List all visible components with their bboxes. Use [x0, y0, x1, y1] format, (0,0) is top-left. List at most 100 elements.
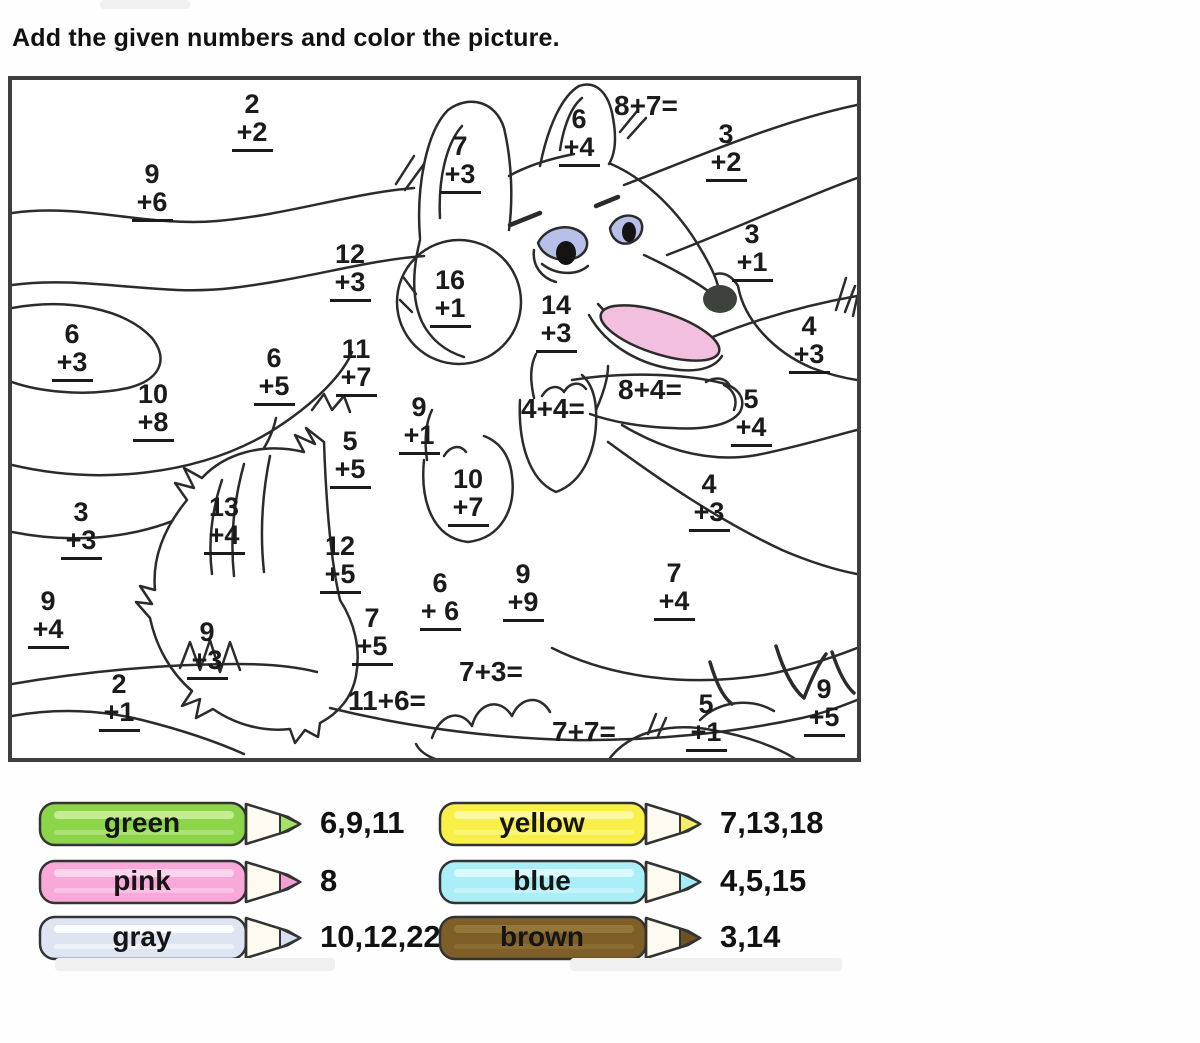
addend-bottom: +3 — [444, 159, 476, 189]
addend-top: 7 — [666, 558, 682, 588]
math-problem-stacked: 6 +4 — [551, 105, 607, 167]
answer-line — [132, 439, 174, 442]
answer-line — [788, 371, 830, 374]
hill-line — [665, 176, 857, 257]
grass-blade — [834, 276, 857, 318]
math-problem-stacked: 4 +3 — [681, 470, 737, 532]
answer-line — [60, 557, 102, 560]
math-problem-inline: 7+7= — [552, 716, 616, 747]
tail-fur — [260, 454, 272, 574]
addend-bottom: +4 — [658, 586, 690, 616]
addend-top: 9 — [144, 159, 160, 189]
addend-top: 4 — [701, 469, 717, 499]
addend-top: 5 — [743, 384, 759, 414]
answer-line — [535, 350, 577, 353]
hill-line — [622, 103, 857, 187]
addend-bottom: +2 — [710, 147, 742, 177]
scan-artifact — [570, 958, 842, 971]
math-problem-stacked: 13 +4 — [196, 493, 252, 555]
math-problem-inline: 8+7= — [614, 90, 678, 121]
math-problem-stacked: 5 +1 — [678, 690, 734, 752]
addend-top: 12 — [334, 239, 366, 269]
tail-fur — [231, 462, 246, 578]
math-problem-stacked: 10 +8 — [125, 380, 181, 442]
muzzle-line — [642, 253, 710, 293]
math-problem-stacked: 3 +1 — [724, 220, 780, 282]
ground-mound — [608, 726, 796, 758]
addend-bottom: +4 — [208, 520, 240, 550]
leg-line — [424, 408, 434, 462]
addend-top: 5 — [342, 426, 358, 456]
addend-top: 9 — [40, 586, 56, 616]
addend-top: 5 — [698, 689, 714, 719]
right-pupil — [622, 222, 636, 242]
addend-top: 9 — [515, 559, 531, 589]
addend-top: 9 — [816, 674, 832, 704]
answer-line — [502, 619, 544, 622]
addend-top: 13 — [208, 492, 240, 522]
ground-line — [12, 662, 319, 686]
coloring-picture-frame: 2 +2 9 +6 12 +3 7 +3 6 +4 3 +2 3 +1 16 +1 14 +3 4 +3 5 +4 4 +3 6… — [8, 76, 861, 762]
scan-artifact — [55, 958, 335, 971]
answer-line — [447, 524, 489, 527]
addend-top: 9 — [411, 392, 427, 422]
math-problem-stacked: 2 +2 — [224, 90, 280, 152]
answer-line — [186, 677, 228, 680]
addend-top: 6 — [64, 319, 80, 349]
answer-line — [705, 179, 747, 182]
math-problem-stacked: 14 +3 — [528, 291, 584, 353]
answer-line — [231, 149, 273, 152]
addend-bottom: +6 — [136, 187, 168, 217]
addend-bottom: +1 — [736, 247, 768, 277]
addend-top: 2 — [244, 89, 260, 119]
fox-jaw — [587, 313, 724, 372]
left-brow — [507, 210, 543, 228]
math-problem-stacked: 7 +4 — [646, 559, 702, 621]
math-problem-stacked: 9 +3 — [179, 618, 235, 680]
ground-mound — [12, 709, 246, 756]
hind-paw — [414, 742, 437, 758]
math-problem-stacked: 11 +7 — [328, 335, 384, 397]
answer-line — [731, 279, 773, 282]
addend-bottom: +1 — [434, 293, 466, 323]
addend-bottom: +3 — [540, 318, 572, 348]
answer-line — [203, 552, 245, 555]
answer-line — [419, 628, 461, 631]
math-problem-stacked: 7 +5 — [344, 604, 400, 666]
problems-layer: 2 +2 9 +6 12 +3 7 +3 6 +4 3 +2 3 +1 16 +1 14 +3 4 +3 5 +4 4 +3 6… — [4, 4, 1200, 1043]
answer-line — [329, 299, 371, 302]
fox-tongue — [599, 304, 721, 362]
addend-bottom: +3 — [191, 645, 223, 675]
addend-bottom: +7 — [340, 362, 372, 392]
addend-bottom: +3 — [793, 339, 825, 369]
back-fur — [310, 392, 352, 414]
addend-top: 6 — [266, 343, 282, 373]
addend-bottom: +5 — [258, 371, 290, 401]
answer-line — [558, 164, 600, 167]
fur-flick — [618, 108, 648, 140]
addend-bottom: +1 — [690, 717, 722, 747]
fox-face-right — [609, 162, 721, 296]
fox-line-art — [12, 83, 857, 758]
addend-top: 4 — [801, 311, 817, 341]
answer-line — [51, 379, 93, 382]
addend-top: 6 — [571, 104, 587, 134]
math-problem-stacked: 2 +1 — [91, 670, 147, 732]
addend-bottom: +1 — [403, 420, 435, 450]
answer-line — [429, 325, 471, 328]
scan-artifact — [100, 0, 190, 9]
math-problem-stacked: 6 +5 — [246, 344, 302, 406]
math-problem-stacked: 12 +5 — [312, 532, 368, 594]
answer-line — [335, 394, 377, 397]
addend-bottom: +2 — [236, 117, 268, 147]
answer-line — [131, 219, 173, 222]
answer-line — [329, 486, 371, 489]
haunch-arc — [550, 646, 857, 682]
addend-top: 10 — [452, 464, 484, 494]
math-problem-stacked: 9 +1 — [391, 393, 447, 455]
answer-line — [27, 646, 69, 649]
left-pupil — [556, 241, 576, 265]
answer-line — [398, 452, 440, 455]
math-problem-stacked: 9 +6 — [124, 160, 180, 222]
